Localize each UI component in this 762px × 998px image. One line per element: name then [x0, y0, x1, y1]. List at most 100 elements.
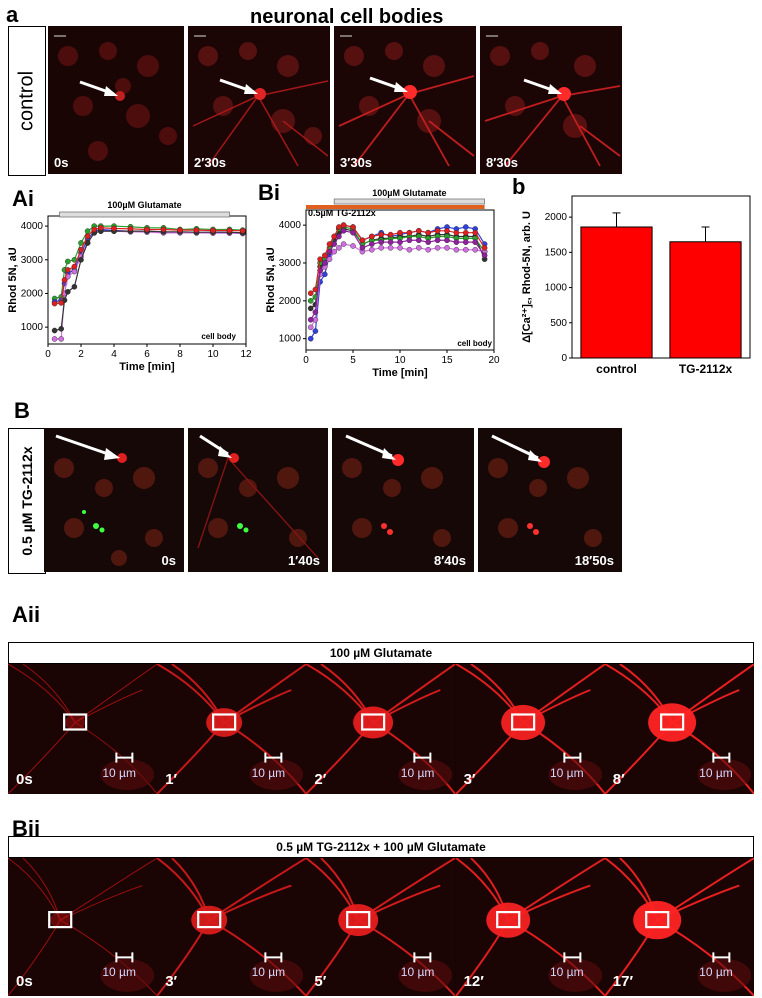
data-point [387, 231, 394, 238]
aii-image-strip: 0s 10 µm 1′ 10 µm 2′ 10 µm 3′ 10 µm 8′ 10 µm [8, 664, 754, 794]
data-point [444, 245, 450, 251]
panel-label-Bi: Bi [258, 180, 280, 205]
panel-label-a: a [6, 2, 19, 27]
scale-bar-label: 10 µm [549, 965, 584, 980]
cell-body-label: cell body [457, 339, 492, 348]
y-tick-label: 2000 [21, 288, 44, 299]
timestamp: 8′30s [486, 155, 519, 170]
tg-image-1m40s: 1′40s [188, 428, 328, 572]
bii-title-bar: 0.5 µM TG-2112x + 100 µM Glutamate [8, 836, 754, 858]
timestamp: 18′50s [574, 553, 614, 568]
data-point [91, 226, 97, 233]
data-point [111, 225, 117, 232]
timestamp: 2′ [314, 771, 327, 788]
cell-body-label: cell body [201, 332, 236, 341]
data-point [51, 300, 58, 307]
x-axis-label: Time [min] [119, 361, 175, 373]
data-point [415, 228, 422, 234]
data-point [307, 324, 314, 331]
strip-frame: 3′ 10 µm [455, 664, 605, 794]
data-point [444, 228, 450, 234]
timestamp: 3′ [463, 771, 476, 788]
timestamp: 1′40s [287, 553, 320, 568]
data-point [340, 241, 347, 247]
timestamp: 8′40s [433, 553, 466, 568]
data-point [210, 227, 216, 234]
scale-bar-label: 10 µm [400, 765, 435, 780]
data-point [312, 316, 319, 323]
data-point [472, 229, 478, 236]
y-tick-label: 0 [561, 353, 567, 364]
strip-frame: 12′ 10 µm [455, 858, 605, 996]
glutamate-bar [333, 198, 485, 205]
strip-frame: 5′ 10 µm [306, 858, 456, 996]
scale-bar-label: 10 µm [251, 765, 286, 780]
strip-frame: 1′ 10 µm [157, 664, 307, 794]
timestamp: 17′ [612, 973, 634, 990]
x-tick-label: 12 [240, 349, 252, 360]
control-image-2m30s: 2′30s [188, 26, 330, 174]
bii-image-strip: 0s 10 µm 3′ 10 µm 5′ 10 µm 12′ 10 µm 17′ 10 µm [8, 858, 754, 996]
scale-bar-label: 10 µm [102, 765, 136, 780]
x-tick-label: 20 [488, 355, 500, 366]
series-line [310, 243, 485, 328]
data-point [58, 336, 65, 342]
bar [580, 226, 653, 359]
data-point [61, 277, 68, 283]
data-point [406, 237, 413, 244]
data-point [472, 246, 478, 253]
glutamate-bar-label: 100µM Glutamate [372, 188, 446, 198]
data-point [397, 245, 403, 251]
timestamp: 0s [16, 973, 33, 990]
data-point [397, 239, 403, 245]
data-point [65, 288, 71, 295]
control-image-3m30s: 3′30s [334, 26, 476, 174]
strip-frame: 3′ 10 µm [157, 858, 307, 996]
y-tick-label: 1000 [279, 334, 302, 345]
data-point [481, 245, 488, 251]
strip-frame: 0s 10 µm [8, 664, 158, 794]
data-point [58, 300, 65, 306]
y-tick-label: 3000 [279, 258, 302, 269]
data-point [425, 239, 431, 245]
data-point [481, 252, 488, 259]
chart-b: 0 500 1000 1500 2000 Δ[Ca²⁺]꜀, Rhod-5N, arb. … [521, 195, 751, 376]
scale-bar-label: 10 µm [400, 965, 435, 980]
x-tick-label: 8 [177, 349, 183, 360]
data-point [387, 239, 394, 245]
glutamate-bar-label: 100µM Glutamate [107, 200, 181, 210]
data-point [415, 237, 422, 244]
data-point [322, 271, 328, 278]
data-point [307, 298, 314, 304]
strip-frame: 0s 10 µm [8, 858, 158, 996]
scale-bar-label: 10 µm [699, 765, 733, 780]
y-tick-label: 4000 [21, 221, 44, 232]
category-label: control [596, 362, 637, 376]
data-point [425, 229, 431, 236]
timestamp: 3′ [165, 973, 178, 990]
data-point [336, 224, 342, 230]
x-tick-label: 0 [303, 355, 309, 366]
data-point [415, 245, 422, 251]
timestamp: 0s [54, 155, 69, 170]
data-point [322, 252, 328, 259]
data-point [397, 229, 403, 236]
y-tick-label: 1500 [545, 247, 568, 258]
data-point [350, 224, 356, 230]
data-point [326, 241, 333, 247]
data-point [331, 233, 337, 240]
scale-bar-label: 10 µm [549, 765, 584, 780]
strip-frame: 2′ 10 µm [306, 664, 456, 794]
data-point [226, 227, 233, 234]
panel-label-b: b [512, 174, 526, 199]
data-point [144, 226, 150, 233]
y-axis-label: Rhod 5N, aU [7, 247, 19, 312]
data-point [425, 246, 431, 253]
data-point [406, 246, 413, 253]
data-point [462, 229, 469, 236]
x-tick-label: 15 [441, 355, 453, 366]
data-point [307, 316, 314, 323]
data-point [462, 246, 469, 253]
data-point [472, 239, 478, 245]
data-point [317, 256, 323, 262]
